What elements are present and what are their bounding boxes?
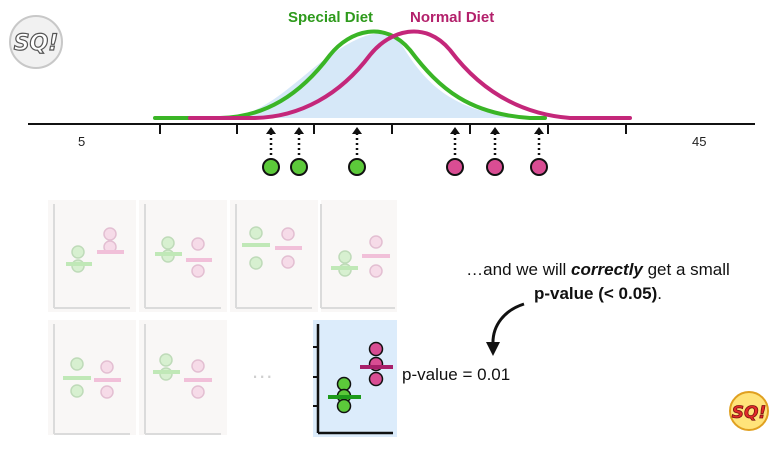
experiment-panel: [230, 200, 318, 312]
normal-samples: [446, 158, 548, 176]
normal-sample-dot: [368, 341, 384, 357]
curved-arrow-head: [486, 342, 500, 356]
special-sample-dot: [348, 158, 366, 176]
normal-sample-dot: [368, 371, 384, 387]
statquest-corner-logo-icon: SQ!: [729, 391, 769, 431]
special-diet-label: Special Diet: [288, 9, 374, 26]
caption-suffix: get a small: [642, 260, 730, 279]
special-sample-dot: [262, 158, 280, 176]
caption: …and we will correctly get a small p-val…: [448, 258, 748, 306]
axis-min-label: 5: [78, 134, 86, 149]
special-samples: [262, 158, 366, 176]
arrow-head: [450, 127, 460, 134]
axis-ticks: [159, 124, 627, 134]
experiment-panel: [48, 200, 136, 312]
normal-sample-dot: [486, 158, 504, 176]
caption-prefix: …and we will: [466, 260, 572, 279]
curved-arrow: [491, 302, 525, 346]
normal-diet-label: Normal Diet: [410, 9, 495, 26]
special-sample-dot: [290, 158, 308, 176]
arrow-head: [490, 127, 500, 134]
svg-text:SQ!: SQ!: [14, 31, 59, 56]
overlap-area: [230, 33, 520, 118]
experiment-panel: [48, 320, 136, 435]
axis-max-label: 45: [692, 134, 707, 149]
experiment-panel: [320, 200, 397, 312]
experiment-panel: [139, 200, 227, 312]
normal-sample-dot: [530, 158, 548, 176]
special-sample-dot: [336, 376, 352, 392]
normal-diet-curve: [188, 29, 632, 120]
svg-text:SQ!: SQ!: [732, 403, 766, 423]
arrow-head: [534, 127, 544, 134]
caption-emphasis: correctly: [571, 260, 643, 279]
sample-arrows: [269, 132, 541, 155]
pvalue-readout: p-value = 0.01: [402, 365, 511, 384]
caption-pvalue: p-value (< 0.05): [533, 284, 658, 303]
special-diet-curve: [153, 29, 547, 120]
experiment-panel: [139, 320, 227, 435]
normal-sample-dot: [446, 158, 464, 176]
faded-experiments: [48, 200, 397, 435]
arrow-heads: [266, 127, 544, 134]
arrow-head: [294, 127, 304, 134]
statquest-logo-icon: SQ!: [9, 15, 63, 69]
arrow-head: [266, 127, 276, 134]
more-experiments-ellipsis: ...: [252, 358, 274, 383]
caption-end: .: [657, 284, 663, 303]
arrow-head: [352, 127, 362, 134]
special-sample-dot: [336, 398, 352, 414]
current-experiment-panel: [313, 320, 397, 437]
